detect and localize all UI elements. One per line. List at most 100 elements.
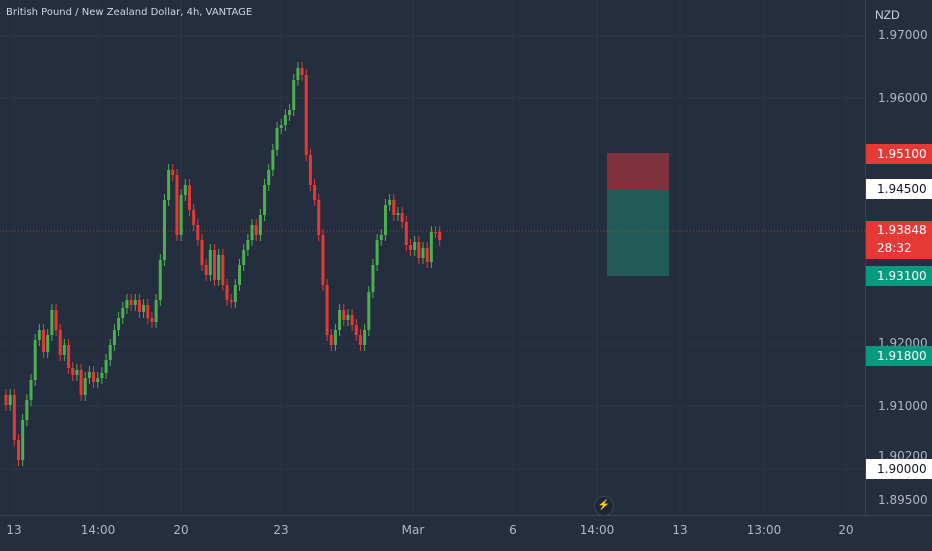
candle-body <box>292 80 296 110</box>
time-label: 13:00 <box>746 523 782 537</box>
candle <box>29 374 33 406</box>
candle-body <box>225 285 229 300</box>
candle-body <box>87 372 91 378</box>
candle-body <box>250 225 254 240</box>
time-label: 23 <box>273 523 289 537</box>
candle-body <box>233 285 237 302</box>
candle-body <box>358 335 362 345</box>
candle <box>363 324 367 351</box>
chart-plot[interactable] <box>0 0 865 515</box>
candle <box>175 169 179 241</box>
candle-body <box>417 242 421 258</box>
candle <box>213 244 216 286</box>
candle-body <box>317 200 321 235</box>
candle <box>62 339 66 361</box>
candle <box>258 209 262 241</box>
stop-loss-tag: 1.95100 <box>866 144 932 164</box>
candle-body <box>104 360 108 373</box>
candle-body <box>8 395 12 405</box>
time-label: 14:00 <box>80 523 116 537</box>
candle <box>413 236 417 256</box>
candle <box>238 259 242 291</box>
candle <box>383 199 387 241</box>
time-label: 14:00 <box>579 523 615 537</box>
take-profit-zone[interactable] <box>607 190 669 276</box>
candle-body <box>213 250 216 280</box>
candle-body <box>187 185 191 210</box>
candle-body <box>254 225 258 235</box>
time-label: 20 <box>173 523 189 537</box>
candle <box>404 216 408 251</box>
candle <box>300 62 304 81</box>
candle-body <box>329 335 333 345</box>
currency-label[interactable]: NZD <box>875 8 900 22</box>
candle-body <box>371 265 375 292</box>
candle-body <box>121 308 125 318</box>
candle-body <box>263 185 267 215</box>
candle-body <box>408 245 412 250</box>
candle <box>275 122 279 156</box>
candle <box>12 389 16 446</box>
price-label: 1.97000 <box>878 28 928 42</box>
candle <box>392 194 396 221</box>
candle <box>221 249 225 291</box>
candle-body <box>158 260 162 300</box>
candle <box>108 339 112 366</box>
candle <box>421 242 425 264</box>
candle <box>67 339 71 374</box>
candle-body <box>208 250 212 275</box>
candle-body <box>333 330 337 345</box>
symbol-title[interactable]: British Pound / New Zealand Dollar, 4h, … <box>6 7 253 18</box>
candle-body <box>17 440 21 460</box>
candle-body <box>258 215 262 235</box>
candle <box>83 372 87 401</box>
candle <box>313 179 317 206</box>
price-axis[interactable] <box>865 0 932 515</box>
candle <box>146 299 150 324</box>
stop-loss-zone[interactable] <box>607 153 669 190</box>
candle <box>388 194 392 211</box>
candle-body <box>229 300 233 302</box>
candle-body <box>271 150 275 170</box>
candle-body <box>246 240 250 250</box>
candle <box>17 434 21 466</box>
candle-body <box>434 232 438 233</box>
candle <box>325 279 329 341</box>
candle-body <box>196 225 200 240</box>
candle-body <box>313 185 317 200</box>
candle <box>408 239 412 256</box>
candle <box>25 394 29 426</box>
candle <box>367 286 371 336</box>
candle <box>354 319 358 341</box>
candle <box>217 249 221 286</box>
candle-body <box>25 400 29 420</box>
candle-body <box>221 255 225 285</box>
candle <box>179 189 183 241</box>
candle-body <box>350 315 354 325</box>
lightning-icon[interactable]: ⚡ <box>594 496 614 516</box>
candle <box>33 334 37 386</box>
candle-body <box>133 300 137 305</box>
candle-body <box>67 345 71 368</box>
candle <box>396 207 400 221</box>
candle-body <box>300 68 304 75</box>
candle <box>271 144 275 176</box>
candle <box>434 226 438 238</box>
candle-body <box>12 395 16 440</box>
candle <box>183 179 187 201</box>
candle-body <box>58 330 62 355</box>
candle <box>171 164 175 181</box>
candle <box>283 109 287 131</box>
time-axis[interactable] <box>0 515 932 551</box>
candle-body <box>137 300 141 312</box>
candle <box>8 389 12 411</box>
candle <box>154 294 158 328</box>
candle <box>308 149 312 191</box>
candle <box>438 226 442 246</box>
candle-body <box>363 330 367 345</box>
candle <box>4 389 8 411</box>
take-profit-tag: 1.93100 <box>866 266 932 286</box>
candle-body <box>217 255 221 280</box>
candle-body <box>129 300 133 305</box>
entry-tag: 1.94500 <box>866 179 932 199</box>
